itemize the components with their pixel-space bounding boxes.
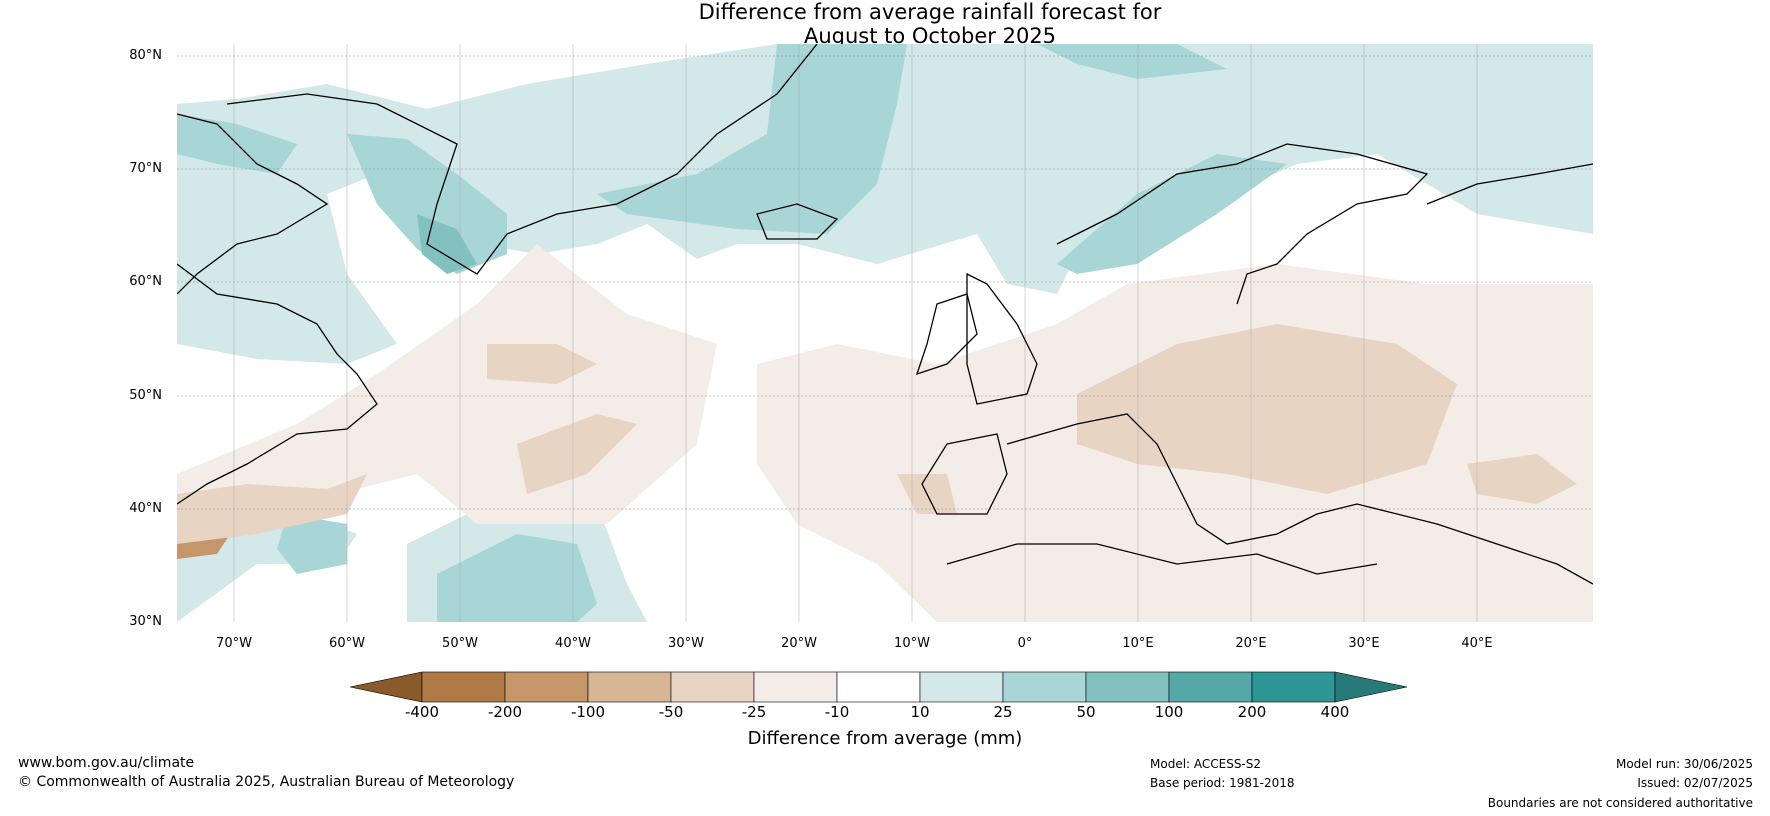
coast-greenland <box>226 44 818 275</box>
coast-mediterranean-north <box>1006 413 1593 585</box>
rainfall-anomaly-map <box>177 44 1593 622</box>
colorbar-tick-label: -100 <box>570 703 606 721</box>
lon-label-40w: 40°W <box>555 636 591 651</box>
colorbar-tick-label: -50 <box>658 703 684 721</box>
colorbar-cell <box>504 671 589 703</box>
footer-url: www.bom.gov.au/climate <box>18 755 195 771</box>
wet-region-svalbard <box>1037 44 1227 79</box>
colorbar-cell <box>753 671 838 703</box>
colorbar-tick-label: 100 <box>1154 703 1184 721</box>
wet-region-greenland-east <box>597 44 907 234</box>
title-line-1: Difference from average rainfall forecas… <box>698 0 1162 24</box>
lon-label-50w: 50°W <box>442 636 478 651</box>
coast-scandinavia <box>1056 143 1429 305</box>
lon-label-30w: 30°W <box>668 636 704 651</box>
wet-region-north-atlantic <box>177 44 1593 364</box>
wet-region-south-atlantic-core <box>437 534 597 622</box>
dry-region-central-europe <box>1077 324 1457 494</box>
colorbar-tick-label: -10 <box>824 703 850 721</box>
lon-label-40e: 40°E <box>1461 636 1493 651</box>
colorbar-cell <box>1002 671 1087 703</box>
lon-label-70w: 70°W <box>216 636 252 651</box>
wet-region-greenland-core <box>417 214 477 274</box>
colorbar-legend <box>350 671 1408 703</box>
colorbar-cell <box>587 671 672 703</box>
colorbar-tick-label: -400 <box>404 703 440 721</box>
lat-label-60: 60°N <box>129 274 162 289</box>
footer-model-run: Model run: 30/06/2025 <box>1615 757 1753 771</box>
lon-label-20w: 20°W <box>781 636 817 651</box>
lon-label-10w: 10°W <box>894 636 930 651</box>
coast-arctic-russia <box>1426 163 1593 205</box>
coast-baffin <box>177 113 329 295</box>
coast-iberia <box>921 433 1008 515</box>
dry-region-atlantic-patch-2 <box>517 414 637 494</box>
colorbar-cell <box>1085 671 1170 703</box>
lon-label-0: 0° <box>1017 636 1033 651</box>
colorbar-cell <box>421 671 506 703</box>
colorbar-cell <box>836 671 921 703</box>
lat-label-50: 50°N <box>129 388 162 403</box>
coast-labrador <box>177 263 378 505</box>
dry-anomaly-regions <box>177 244 1593 622</box>
colorbar-cell <box>1168 671 1253 703</box>
colorbar-cell-high-extend <box>1334 671 1408 703</box>
lat-label-40: 40°N <box>129 501 162 516</box>
colorbar-tick-label: 10 <box>910 703 930 721</box>
footer-model: Model: ACCESS-S2 <box>1150 757 1262 771</box>
dry-region-caspian <box>1467 454 1577 504</box>
coastlines <box>177 44 1593 585</box>
lat-label-80: 80°N <box>129 48 162 63</box>
coast-britain <box>966 272 1038 405</box>
colorbar-tick-label: -25 <box>741 703 767 721</box>
lat-label-30: 30°N <box>129 614 162 629</box>
wet-region-norway <box>1057 154 1287 274</box>
footer-issued: Issued: 02/07/2025 <box>1637 776 1753 790</box>
coast-iceland <box>756 203 839 240</box>
colorbar-tick-label: 25 <box>993 703 1013 721</box>
dry-region-atlantic-patch <box>487 344 597 384</box>
colorbar-cell <box>670 671 755 703</box>
colorbar-cell-low-extend <box>350 671 423 703</box>
lat-label-70: 70°N <box>129 161 162 176</box>
colorbar-cell <box>919 671 1004 703</box>
coast-north-africa <box>946 543 1378 575</box>
chart-title: Difference from average rainfall forecas… <box>0 0 1770 48</box>
lon-label-10e: 10°E <box>1122 636 1154 651</box>
wet-region-subtropical-core <box>277 514 347 574</box>
lon-label-20e: 20°E <box>1235 636 1267 651</box>
dry-region-western <box>177 474 367 544</box>
footer-base-period: Base period: 1981-2018 <box>1150 776 1295 790</box>
colorbar-tick-label: -200 <box>487 703 523 721</box>
colorbar-tick-label: 400 <box>1320 703 1350 721</box>
lon-label-30e: 30°E <box>1348 636 1380 651</box>
colorbar-cell <box>1251 671 1336 703</box>
wet-anomaly-regions <box>177 44 1593 622</box>
colorbar-tick-label: 50 <box>1076 703 1096 721</box>
gridlines <box>177 55 1593 510</box>
colorbar-tick-label: 200 <box>1237 703 1267 721</box>
footer-disclaimer: Boundaries are not considered authoritat… <box>1487 796 1753 810</box>
colorbar-title: Difference from average (mm) <box>747 728 1023 749</box>
lon-label-60w: 60°W <box>329 636 365 651</box>
footer-copyright: © Commonwealth of Australia 2025, Austra… <box>18 774 515 790</box>
